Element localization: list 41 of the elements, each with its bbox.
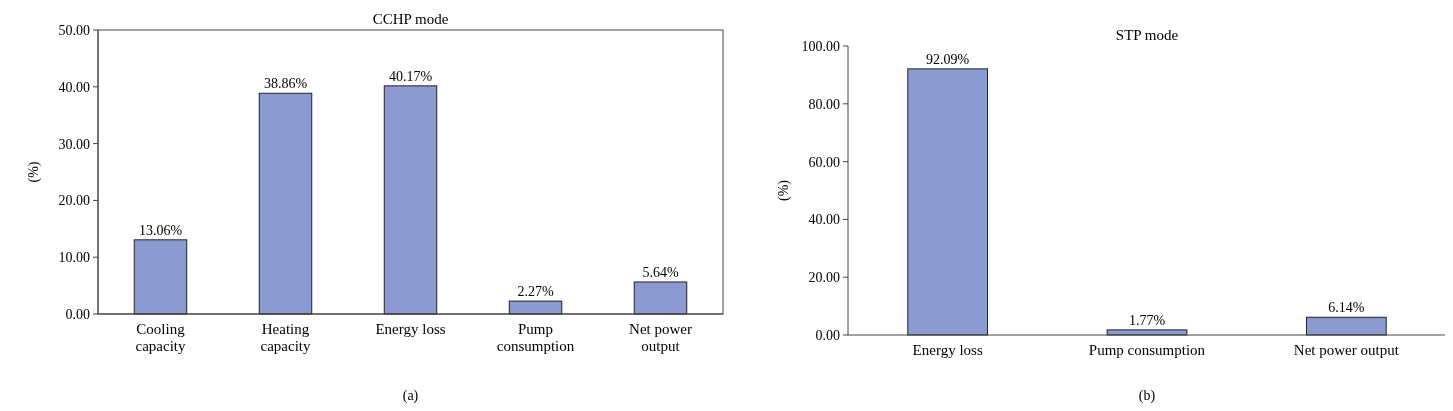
y-tick-label: 0.00 (815, 327, 840, 343)
y-tick-label: 80.00 (808, 96, 840, 112)
y-tick-label: 0.00 (65, 306, 90, 322)
data-label: 92.09% (926, 51, 970, 67)
bar (258, 92, 313, 315)
y-axis-title: (%) (26, 161, 42, 183)
data-label: 13.06% (138, 222, 183, 238)
y-tick-label: 10.00 (58, 250, 90, 266)
x-tick-label: Net power output (629, 321, 692, 354)
y-tick-label: 20.00 (58, 193, 90, 209)
data-label: 40.17% (388, 68, 433, 84)
data-label: 5.64% (642, 264, 679, 280)
x-tick-label: Heating capacity (260, 321, 311, 354)
data-label: 38.86% (263, 76, 308, 92)
data-label: 2.27% (517, 284, 554, 300)
x-tick-label: Cooling capacity (135, 321, 186, 354)
chart-title: STP mode (1115, 27, 1179, 43)
chart-title: CCHP mode (372, 11, 449, 27)
bar (907, 68, 989, 336)
y-tick-label: 40.00 (58, 79, 90, 95)
text: (a) (402, 388, 419, 404)
text: (b) (1138, 388, 1156, 404)
bar (633, 281, 688, 315)
bar (508, 300, 563, 315)
y-tick-label: 30.00 (58, 136, 90, 152)
y-tick-label: 60.00 (808, 154, 840, 170)
x-tick-label: Net power output (1293, 342, 1400, 358)
y-tick-label: 100.00 (801, 38, 840, 54)
bar (383, 85, 438, 315)
bar (133, 239, 188, 315)
x-tick-label: Pump consumption (496, 321, 575, 354)
data-label: 1.77% (1128, 312, 1166, 328)
y-tick-label: 50.00 (58, 22, 90, 38)
x-tick-label: Energy loss (375, 321, 446, 337)
x-tick-label: Pump consumption (1088, 342, 1206, 358)
y-tick-label: 40.00 (808, 212, 840, 228)
y-axis-title: (%) (776, 179, 792, 201)
data-label: 6.14% (1328, 300, 1365, 316)
x-tick-label: Energy loss (912, 342, 983, 358)
y-tick-label: 20.00 (808, 270, 840, 286)
bar (1305, 316, 1387, 336)
